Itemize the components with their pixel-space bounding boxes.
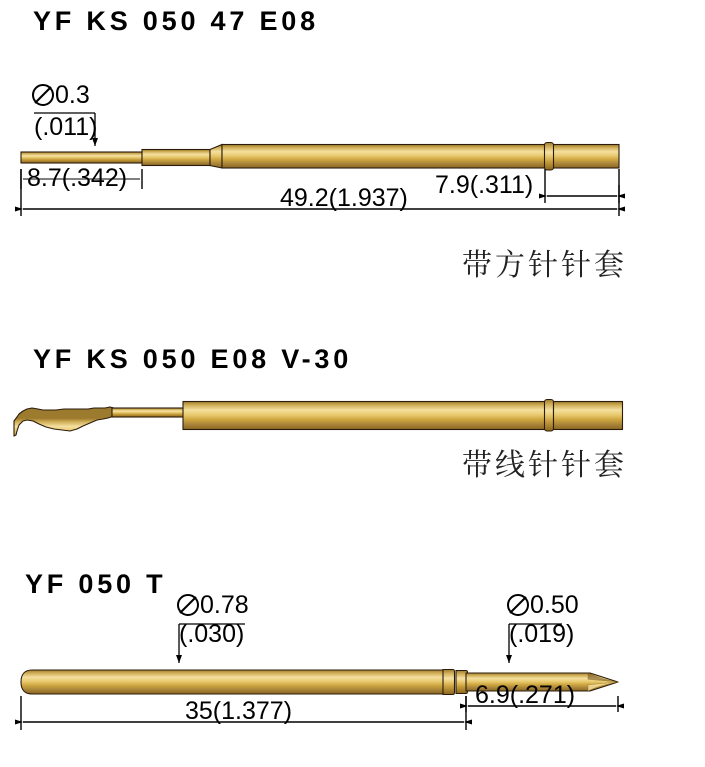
- svg-text:0.78: 0.78: [200, 591, 249, 619]
- svg-text:YF KS 050 47 E08: YF KS 050 47 E08: [33, 6, 319, 36]
- svg-text:带方针针套: 带方针针套: [462, 240, 627, 284]
- svg-text:(.011): (.011): [34, 113, 97, 141]
- svg-text:YF KS 050 E08 V-30: YF KS 050 E08 V-30: [33, 344, 352, 374]
- svg-text:49.2(1.937): 49.2(1.937): [280, 184, 408, 212]
- svg-text:(.019): (.019): [509, 620, 574, 648]
- svg-text:35(1.377): 35(1.377): [185, 697, 292, 725]
- svg-text:0.3: 0.3: [55, 81, 90, 109]
- svg-text:6.9(.271): 6.9(.271): [475, 681, 575, 709]
- svg-text:YF 050 T: YF 050 T: [25, 569, 166, 599]
- svg-text:0.50: 0.50: [530, 591, 579, 619]
- svg-text:7.9(.311): 7.9(.311): [435, 171, 533, 199]
- svg-text:(.030): (.030): [179, 620, 244, 648]
- svg-text:8.7(.342): 8.7(.342): [27, 164, 127, 192]
- svg-text:带线针针套: 带线针针套: [462, 440, 627, 484]
